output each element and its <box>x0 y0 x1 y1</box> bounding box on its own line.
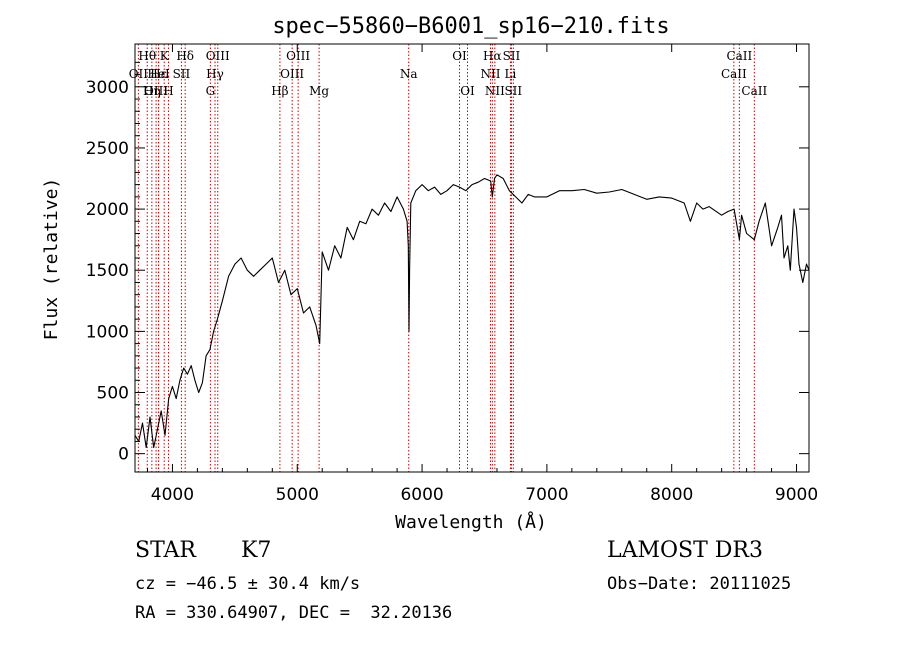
line-label-5: Hε <box>150 67 167 81</box>
x-tick-label: 4000 <box>151 485 194 505</box>
line-label-17: Na <box>400 67 418 81</box>
line-label-13: Hβ <box>271 84 288 98</box>
y-tick-label: 2500 <box>86 139 129 159</box>
spectrum-series <box>134 174 810 449</box>
line-label-24: Li <box>505 67 517 81</box>
line-label-0: Hθ <box>138 49 156 63</box>
line-label-12: G <box>206 84 216 98</box>
x-tick-label: 8000 <box>650 485 693 505</box>
line-label-2: OIII <box>144 84 168 98</box>
line-label-19: OI <box>460 84 475 98</box>
spectrum-line <box>134 174 810 449</box>
y-tick-label: 500 <box>97 384 129 404</box>
x-axis-label: Wavelength (Å) <box>395 511 547 533</box>
line-label-21: NII <box>480 67 500 81</box>
line-label-1: OII <box>129 67 149 81</box>
line-label-23: SII <box>503 49 521 63</box>
line-label-14: OIII <box>286 49 310 63</box>
plot-frame <box>134 43 810 473</box>
y-tick-label: 2000 <box>86 200 129 220</box>
line-label-28: CaII <box>741 84 767 98</box>
y-tick-label: 3000 <box>86 78 129 98</box>
line-label-8: H <box>163 84 173 98</box>
y-axis-label: Flux (relative) <box>41 178 62 341</box>
line-label-11: Hγ <box>206 67 224 81</box>
line-label-3: Hη <box>143 84 161 98</box>
x-tick-label: 5000 <box>276 485 319 505</box>
chart-title: spec−55860−B6001_sp16−210.fits <box>272 14 669 39</box>
line-label-26: CaII <box>726 49 752 63</box>
spectral-line-markers <box>137 44 755 472</box>
x-tick-label: 6000 <box>400 485 443 505</box>
line-label-6: HeI <box>147 67 170 81</box>
line-label-16: Mg <box>309 84 329 98</box>
object-subclass: K7 <box>241 538 272 563</box>
redshift-cz: cz = −46.5 ± 30.4 km/s <box>135 574 361 594</box>
x-tick-label: 7000 <box>525 485 568 505</box>
line-label-22: NII <box>485 84 505 98</box>
line-label-9: Hδ <box>176 49 194 63</box>
obs-date: Obs−Date: 20111025 <box>607 574 792 594</box>
line-label-25: SII <box>504 84 522 98</box>
line-label-10: OIII <box>206 49 230 63</box>
object-class: STAR <box>135 538 196 563</box>
line-label-18: OI <box>452 49 467 63</box>
coordinates: RA = 330.64907, DEC = 32.20136 <box>135 603 453 623</box>
survey-name: LAMOST DR3 <box>607 538 763 563</box>
y-axis-ticks: 0 500 1000 1500 2000 2500 3000 <box>86 61 809 465</box>
line-label-20: Hα <box>483 49 502 63</box>
x-tick-label: 9000 <box>775 485 818 505</box>
line-label-27: CaII <box>721 67 747 81</box>
line-label-4: K <box>160 49 170 63</box>
y-tick-label: 0 <box>118 445 129 465</box>
line-label-15: OIII <box>280 67 304 81</box>
line-label-7: SII <box>173 67 191 81</box>
y-tick-label: 1500 <box>86 261 129 281</box>
x-axis-ticks: 4000 5000 6000 7000 8000 9000 <box>146 44 818 505</box>
y-tick-label: 1000 <box>86 322 129 342</box>
